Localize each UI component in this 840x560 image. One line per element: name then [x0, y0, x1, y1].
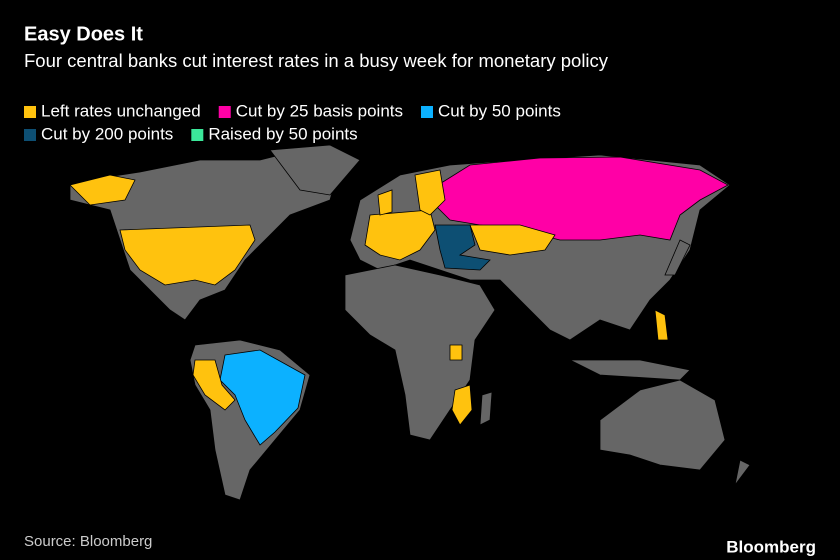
- title: Easy Does It: [24, 23, 143, 45]
- madagascar: [479, 391, 493, 426]
- country: [434, 224, 491, 271]
- legend-swatch: [24, 129, 36, 141]
- legend-swatch: [24, 106, 36, 118]
- legend: Left rates unchanged Cut by 25 basis poin…: [24, 101, 561, 143]
- country: [654, 309, 669, 341]
- africa: [344, 264, 496, 441]
- source: Source: Bloomberg: [24, 533, 152, 550]
- country: [377, 189, 393, 216]
- legend-label: Cut by 200 points: [41, 124, 173, 143]
- country: [69, 174, 136, 206]
- brand-logo: Bloomberg: [726, 537, 816, 556]
- country: [449, 344, 463, 361]
- greenland: [269, 144, 361, 196]
- country: [192, 359, 236, 411]
- australia: [599, 379, 726, 471]
- legend-label: Cut by 25 basis points: [236, 101, 403, 120]
- japan: [664, 239, 691, 276]
- legend-label: Raised by 50 points: [208, 124, 357, 143]
- subtitle: Four central banks cut interest rates in…: [24, 50, 609, 71]
- world-map: [69, 144, 751, 501]
- country: [219, 349, 306, 446]
- country: [119, 224, 256, 286]
- country: [414, 169, 446, 216]
- indonesia: [569, 359, 691, 381]
- legend-label: Left rates unchanged: [41, 101, 201, 120]
- new-zealand: [734, 459, 751, 486]
- legend-swatch: [218, 106, 231, 118]
- country: [429, 156, 729, 241]
- legend-swatch: [191, 129, 204, 141]
- country: [469, 224, 556, 256]
- legend-label: Cut by 50 points: [438, 101, 561, 120]
- country: [451, 384, 473, 426]
- legend-swatch: [421, 106, 433, 118]
